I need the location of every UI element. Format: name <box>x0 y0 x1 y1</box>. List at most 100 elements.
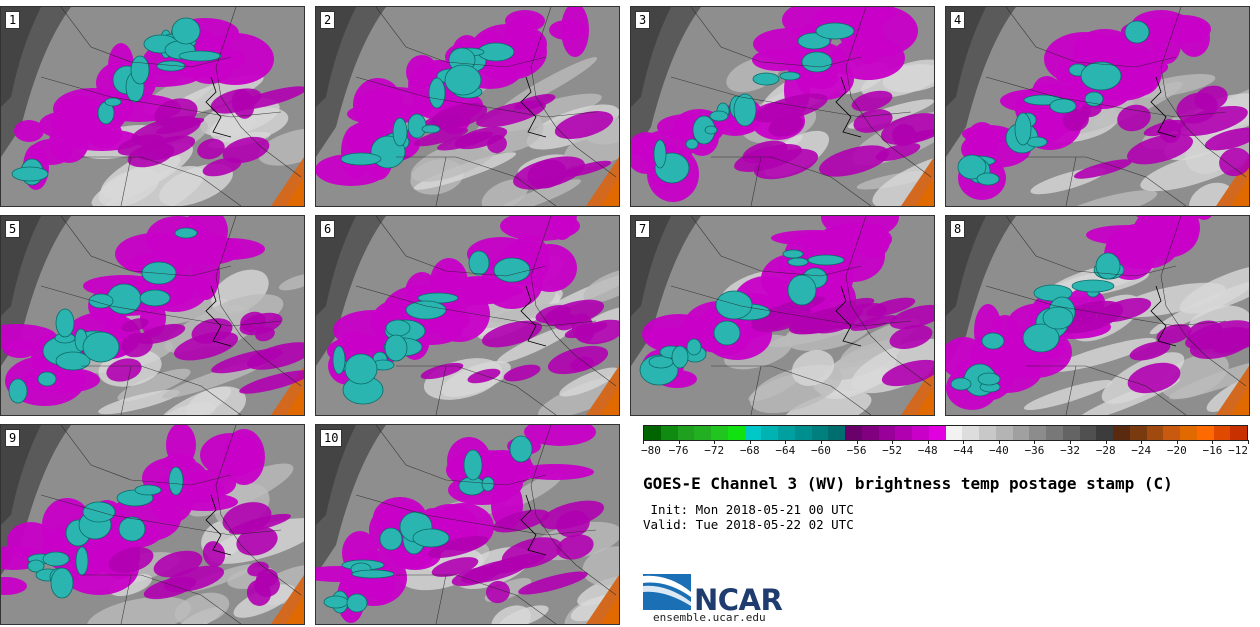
colorbar-segment <box>945 426 963 440</box>
wv-brightness-map <box>1 7 304 206</box>
colorbar-segment <box>1230 426 1247 440</box>
wv-brightness-map <box>946 7 1249 206</box>
panel-number: 9 <box>5 429 21 447</box>
colorbar-tick <box>892 440 894 444</box>
colorbar-segment <box>1062 426 1080 440</box>
colorbar-segment <box>778 426 795 440</box>
colorbar-tick <box>714 440 716 444</box>
colorbar-tick <box>785 440 787 444</box>
panel-number: 4 <box>950 11 966 29</box>
colorbar-segment <box>711 426 728 440</box>
colorbar-segment <box>1213 426 1231 440</box>
panel-number: 1 <box>5 11 21 29</box>
colorbar-tick-label: −76 <box>668 444 689 457</box>
colorbar-tick-label: −52 <box>882 444 903 457</box>
colorbar-segment <box>979 426 996 440</box>
colorbar-segment <box>828 426 845 440</box>
colorbar-segment <box>744 426 762 440</box>
colorbar-segment <box>1180 426 1197 440</box>
colorbar-segment <box>677 426 695 440</box>
init-time: Init: Mon 2018-05-21 00 UTC <box>643 502 854 517</box>
colorbar-tick <box>678 440 680 444</box>
colorbar-segment <box>1096 426 1113 440</box>
colorbar-tick-label: −80 <box>641 444 661 457</box>
panel-number: 3 <box>635 11 651 29</box>
colorbar-tick <box>1070 440 1072 444</box>
member-panel: 10 <box>315 424 620 625</box>
wv-brightness-map <box>316 425 619 624</box>
ncar-wordmark: NCAR <box>694 583 783 617</box>
colorbar-tick <box>1248 440 1249 444</box>
colorbar-segment <box>1129 426 1147 440</box>
colorbar-segment <box>761 426 778 440</box>
colorbar-segment <box>845 426 862 440</box>
colorbar-segment <box>878 426 896 440</box>
colorbar-tick <box>749 440 751 444</box>
colorbar-tick <box>1212 440 1214 444</box>
colorbar-tick-label: −60 <box>811 444 831 457</box>
colorbar-tick-label: −16 <box>1202 444 1223 457</box>
colorbar-segment <box>694 426 711 440</box>
colorbar-tick-label: −36 <box>1024 444 1045 457</box>
colorbar-tick-label: −12 <box>1228 444 1248 457</box>
wv-brightness-map <box>1 216 304 415</box>
colorbar-tick-label: −44 <box>953 444 974 457</box>
wv-brightness-map <box>631 216 934 415</box>
colorbar-segment <box>1196 426 1214 440</box>
panel-number: 10 <box>320 429 343 447</box>
member-panel: 6 <box>315 215 620 416</box>
colorbar-tick <box>927 440 929 444</box>
member-panel: 7 <box>630 215 935 416</box>
colorbar-segment <box>1046 426 1063 440</box>
member-panel: 8 <box>945 215 1250 416</box>
colorbar-segment <box>1012 426 1030 440</box>
colorbar-tick <box>1034 440 1036 444</box>
colorbar-segment <box>727 426 745 440</box>
colorbar-tick-label: −20 <box>1166 444 1187 457</box>
colorbar <box>643 425 1248 441</box>
ncar-logo-icon <box>643 574 691 610</box>
colorbar-segment <box>1029 426 1046 440</box>
colorbar-segment <box>1113 426 1130 440</box>
member-panel: 5 <box>0 215 305 416</box>
colorbar-tick <box>856 440 858 444</box>
colorbar-ticks <box>643 440 1249 444</box>
colorbar-tick <box>820 440 822 444</box>
colorbar-tick-label: −72 <box>704 444 725 457</box>
colorbar-segment <box>794 426 812 440</box>
wv-brightness-map <box>631 7 934 206</box>
colorbar-tick <box>963 440 965 444</box>
colorbar-segment <box>928 426 946 440</box>
wv-brightness-map <box>946 216 1249 415</box>
colorbar-segment <box>995 426 1013 440</box>
colorbar-tick <box>643 440 644 444</box>
wv-brightness-map <box>1 425 304 624</box>
panel-number: 7 <box>635 220 651 238</box>
colorbar-tick-label: −28 <box>1095 444 1116 457</box>
panel-number: 8 <box>950 220 966 238</box>
colorbar-tick <box>1105 440 1107 444</box>
valid-time: Valid: Tue 2018-05-22 02 UTC <box>643 517 854 532</box>
colorbar-segment <box>895 426 912 440</box>
member-panel: 9 <box>0 424 305 625</box>
colorbar-segment <box>912 426 929 440</box>
colorbar-segment <box>660 426 678 440</box>
colorbar-segment <box>962 426 979 440</box>
member-panel: 3 <box>630 6 935 207</box>
wv-brightness-map <box>316 7 619 206</box>
colorbar-segment <box>1079 426 1097 440</box>
panel-number: 2 <box>320 11 336 29</box>
colorbar-labels: −80 −76 −72 −68 −64 −60 −56 −52 −48 −44 −40 −36 −32 −… <box>641 444 1248 458</box>
colorbar-tick-label: −24 <box>1131 444 1152 457</box>
colorbar-tick <box>1141 440 1143 444</box>
chart-title: GOES-E Channel 3 (WV) brightness temp po… <box>643 474 1173 493</box>
panel-number: 5 <box>5 220 21 238</box>
colorbar-segment <box>1146 426 1164 440</box>
colorbar-tick <box>1176 440 1178 444</box>
member-panel: 2 <box>315 6 620 207</box>
colorbar-segment <box>644 426 661 440</box>
colorbar-tick-label: −48 <box>917 444 938 457</box>
colorbar-tick-label: −64 <box>775 444 796 457</box>
member-panel: 1 <box>0 6 305 207</box>
colorbar-tick-label: −68 <box>739 444 760 457</box>
